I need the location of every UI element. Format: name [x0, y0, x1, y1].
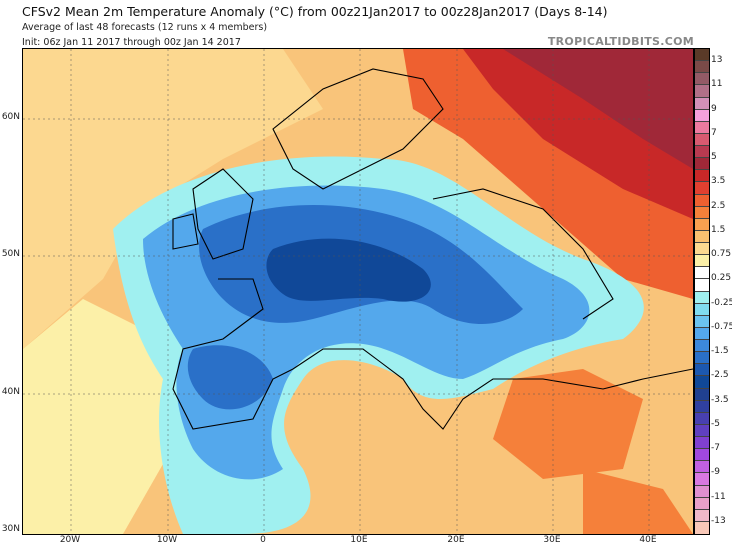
colorbar-label: -9 [711, 467, 720, 478]
colorbar-label: -1.5 [711, 346, 729, 357]
colorbar-swatch [695, 85, 709, 98]
colorbar-label: 5 [711, 152, 717, 163]
colorbar-label: 0.75 [711, 249, 732, 260]
colorbar [694, 48, 710, 535]
colorbar-label: 13 [711, 55, 723, 66]
map-title: CFSv2 Mean 2m Temperature Anomaly (°C) f… [22, 4, 608, 19]
colorbar-swatch [695, 61, 709, 74]
colorbar-label: -3.5 [711, 394, 729, 405]
temperature-anomaly-map [22, 48, 694, 535]
colorbar-swatch [695, 255, 709, 268]
colorbar-swatch [695, 73, 709, 86]
colorbar-label: -13 [711, 515, 726, 526]
colorbar-swatch [695, 230, 709, 243]
colorbar-swatch [695, 400, 709, 413]
lon-label: 0 [260, 535, 266, 545]
colorbar-swatch [695, 485, 709, 498]
colorbar-label: 2.5 [711, 200, 726, 211]
colorbar-swatch [695, 327, 709, 340]
colorbar-label: 1.5 [711, 224, 726, 235]
colorbar-label: 3.5 [711, 176, 726, 187]
colorbar-swatch [695, 497, 709, 510]
colorbar-label: -11 [711, 491, 726, 502]
colorbar-label: 11 [711, 79, 723, 90]
colorbar-swatch [695, 182, 709, 195]
colorbar-swatch [695, 364, 709, 377]
colorbar-swatch [695, 194, 709, 207]
colorbar-label: 7 [711, 127, 717, 138]
lat-label: 50N [1, 249, 20, 259]
colorbar-label: -5 [711, 418, 720, 429]
colorbar-label: 9 [711, 103, 717, 114]
colorbar-swatch [695, 291, 709, 304]
colorbar-swatch [695, 133, 709, 146]
lon-label: 10E [350, 535, 368, 545]
lon-label: 20E [447, 535, 465, 545]
colorbar-swatch [695, 437, 709, 450]
colorbar-swatch [695, 279, 709, 292]
colorbar-swatch [695, 218, 709, 231]
graticule [23, 49, 693, 534]
colorbar-swatch [695, 340, 709, 353]
coastlines [172, 68, 693, 430]
colorbar-label: -2.5 [711, 370, 729, 381]
colorbar-swatch [695, 97, 709, 110]
colorbar-swatch [695, 521, 709, 534]
colorbar-label: -0.25 [711, 297, 732, 308]
colorbar-swatch [695, 303, 709, 316]
colorbar-label: -0.75 [711, 321, 732, 332]
colorbar-swatch [695, 243, 709, 256]
lon-label: 40E [639, 535, 657, 545]
colorbar-swatch [695, 315, 709, 328]
lon-label: 30E [543, 535, 561, 545]
map-subtitle: Average of last 48 forecasts (12 runs x … [22, 22, 268, 33]
colorbar-swatch [695, 109, 709, 122]
lon-label: 10W [156, 535, 178, 545]
colorbar-swatch [695, 206, 709, 219]
colorbar-label: -7 [711, 443, 720, 454]
colorbar-swatch [695, 461, 709, 474]
colorbar-swatch [695, 473, 709, 486]
lat-label: 40N [1, 387, 20, 397]
lat-label: 60N [1, 112, 20, 122]
colorbar-swatch [695, 267, 709, 280]
colorbar-swatch [695, 352, 709, 365]
colorbar-swatch [695, 146, 709, 159]
colorbar-swatch [695, 509, 709, 522]
colorbar-swatch [695, 449, 709, 462]
colorbar-swatch [695, 49, 709, 62]
colorbar-swatch [695, 170, 709, 183]
colorbar-swatch [695, 158, 709, 171]
colorbar-swatch [695, 376, 709, 389]
brand-watermark: TROPICALTIDBITS.COM [547, 35, 694, 48]
init-info: Init: 06z Jan 11 2017 through 00z Jan 14… [22, 37, 241, 48]
colorbar-label: 0.25 [711, 273, 732, 284]
colorbar-swatch [695, 121, 709, 134]
lat-label: 30N [1, 524, 20, 534]
colorbar-swatch [695, 424, 709, 437]
colorbar-swatch [695, 412, 709, 425]
lon-label: 20W [59, 535, 81, 545]
colorbar-swatch [695, 388, 709, 401]
